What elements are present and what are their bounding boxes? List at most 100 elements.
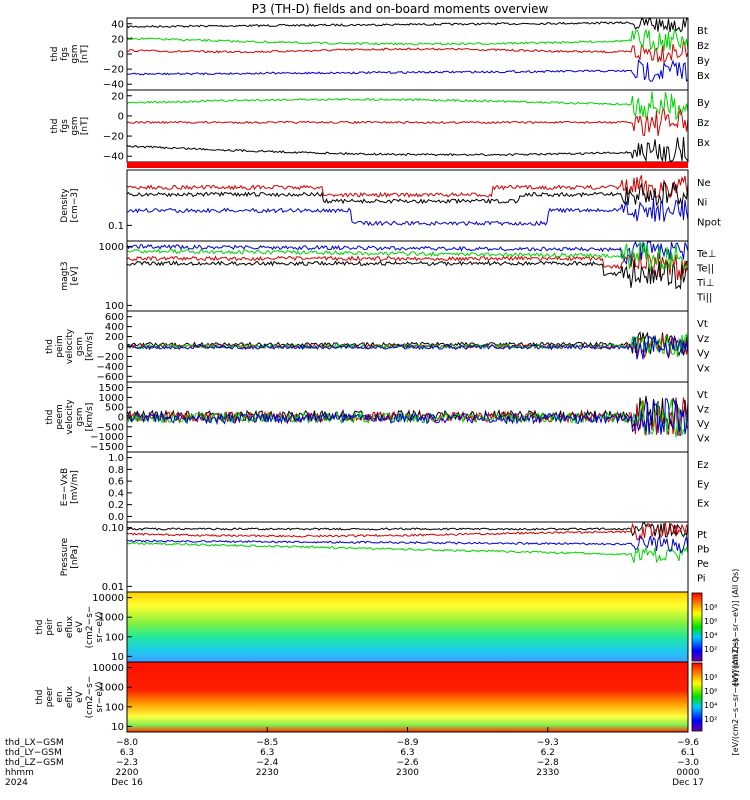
series-Bt xyxy=(126,18,688,33)
y-tick-label: 10000 xyxy=(92,663,124,674)
x-tick-label: 6.1 xyxy=(681,748,695,758)
y-tick-label: 1000 xyxy=(99,393,124,404)
panel-frame xyxy=(126,169,689,242)
panel-8: 0.10 0.01 Pressure [nPa] Pt Pb Pe Pi xyxy=(60,521,709,593)
y-tick-label: 10 xyxy=(111,652,124,663)
panel-9: 10⁸ 10⁶ 10⁴ 10² [eV/(cm2−s−sr−eV)] (All Qs) 1… xyxy=(35,569,740,686)
legend-By: By xyxy=(697,56,710,67)
y-label: thd xyxy=(35,620,45,635)
legend-Vy: Vy xyxy=(697,349,710,360)
y-label: peem xyxy=(55,404,65,430)
y-label: thd xyxy=(45,410,55,425)
x-tick-label: −3.0 xyxy=(677,758,699,768)
x-tick-label: 2200 xyxy=(116,768,139,778)
colorbar-2 xyxy=(691,662,703,732)
y-tick-label: 10 xyxy=(111,722,124,733)
y-tick-label: 100 xyxy=(105,702,124,713)
panel-7: 1.00.80.60.40.20.0 E=−VxB [mV/m] Ez Ey Ex xyxy=(60,451,709,523)
legend-Bt: Bt xyxy=(697,26,708,37)
colorbar-tick: 10² xyxy=(704,715,717,724)
legend-Vx: Vx xyxy=(697,434,710,445)
legend-Vy: Vy xyxy=(697,419,710,430)
y-label: thd xyxy=(50,119,60,134)
y-tick-label: 100 xyxy=(105,301,124,312)
y-tick-label: 0.1 xyxy=(108,221,124,232)
legend-Vz: Vz xyxy=(697,405,709,416)
legend-Te⊥: Te⊥ xyxy=(696,249,716,260)
series-Vx xyxy=(126,398,689,436)
colorbar-label: [eV/(cm2−s−sr−eV)] (All Qs) xyxy=(731,639,740,756)
y-tick-label: 20 xyxy=(111,91,124,102)
y-label: (cm2−s− xyxy=(85,606,95,649)
series-Vx xyxy=(126,334,689,360)
y-label: [eV] xyxy=(70,267,80,286)
series-Bz xyxy=(126,39,689,63)
legend-Ti||: Ti|| xyxy=(696,293,712,304)
colorbar-tick: 10⁴ xyxy=(704,631,717,640)
x-tick-label: −2.6 xyxy=(397,758,419,768)
y-label: Density xyxy=(60,188,70,223)
legend-Ez: Ez xyxy=(697,460,709,471)
legend-Bx: Bx xyxy=(697,138,710,149)
legend-Pb: Pb xyxy=(697,545,709,556)
y-label: gsm xyxy=(70,44,80,63)
legend-Bz: Bz xyxy=(697,118,709,129)
x-tick-label: 6.3 xyxy=(260,748,274,758)
series-Bx xyxy=(126,136,689,163)
y-label: fgs xyxy=(60,47,70,61)
legend-Bz: Bz xyxy=(697,41,709,52)
y-label: eV xyxy=(75,690,85,703)
panel-4: 1000 100 magt3 [eV] Te⊥ Te|| Ti⊥ Ti|| xyxy=(60,240,716,312)
series-Vy xyxy=(126,399,689,438)
y-tick-label: 10000 xyxy=(92,593,124,604)
series-Npot xyxy=(126,198,689,227)
legend-Ey: Ey xyxy=(697,479,709,490)
panel-frame xyxy=(126,521,689,593)
y-label: E=−VxB xyxy=(60,468,70,506)
y-label: sr−eV) xyxy=(95,611,105,642)
data-gap-bar xyxy=(127,162,688,168)
y-tick-label: 1000 xyxy=(99,683,124,694)
x-tick-label: −8.9 xyxy=(397,738,419,748)
y-tick-label: −600 xyxy=(97,372,124,383)
panel-1: 40 20 0 −20 −40 thd fgs gsm [nT] Bt Bz By Bx xyxy=(50,17,710,91)
x-row-label: thd_LZ−GSM xyxy=(5,758,64,768)
legend-Pt: Pt xyxy=(697,530,707,541)
y-tick-label: 0.10 xyxy=(102,523,124,534)
y-label: thd xyxy=(50,47,60,62)
x-tick-label: 6.3 xyxy=(400,748,414,758)
y-label: thd xyxy=(45,339,55,354)
y-label: peir xyxy=(45,618,55,636)
x-row-label: thd_LY−GSM xyxy=(5,748,62,758)
x-row-label: hhmm xyxy=(5,768,34,778)
spectrogram-2 xyxy=(127,662,688,732)
spectrogram-1 xyxy=(127,592,688,662)
series-Ti⊥ xyxy=(126,240,689,266)
y-label: eV xyxy=(75,620,85,633)
legend-Vt: Vt xyxy=(697,390,708,401)
y-tick-label: −20 xyxy=(103,65,124,76)
legend-By: By xyxy=(697,98,710,109)
y-label: eflux xyxy=(65,615,75,638)
panel-frame xyxy=(126,451,689,523)
y-label: gsm xyxy=(75,337,85,356)
y-label: [cm−3] xyxy=(70,188,80,222)
y-tick-label: −1500 xyxy=(90,442,124,453)
y-tick-label: 0.4 xyxy=(108,488,124,499)
x-tick-label: 2300 xyxy=(396,768,419,778)
series-Ne xyxy=(126,175,689,199)
y-label: gsm xyxy=(70,116,80,135)
colorbar-tick: 10⁸ xyxy=(704,673,717,682)
y-tick-label: −40 xyxy=(103,80,124,91)
y-tick-label: 1.0 xyxy=(108,453,124,464)
y-tick-label: −40 xyxy=(103,152,124,163)
legend-Vx: Vx xyxy=(697,363,710,374)
y-label: en xyxy=(55,691,65,702)
y-tick-label: 0.2 xyxy=(108,500,124,511)
y-tick-label: 0 xyxy=(118,413,124,424)
y-label: peim xyxy=(55,335,65,358)
series-Ni xyxy=(126,182,689,207)
y-tick-label: 0.8 xyxy=(108,465,124,476)
series-Pi xyxy=(126,534,689,554)
